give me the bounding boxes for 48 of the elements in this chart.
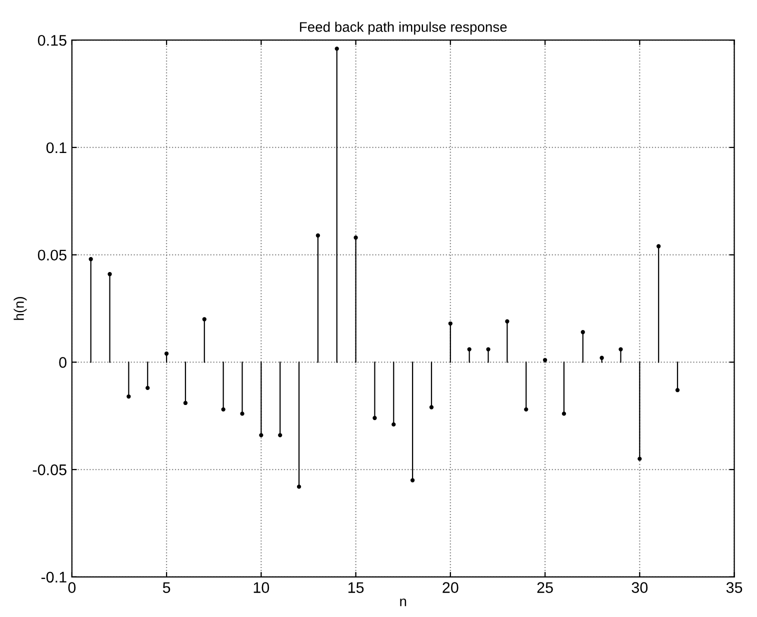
point <box>562 412 566 416</box>
point <box>429 405 434 410</box>
point <box>638 456 642 461</box>
x-tick-label: 10 <box>254 582 270 593</box>
x-tick-label: 15 <box>348 582 364 593</box>
point <box>410 478 415 482</box>
x-tick-label: 35 <box>726 582 742 593</box>
point <box>108 272 112 276</box>
point <box>88 257 93 262</box>
point <box>505 319 510 324</box>
point <box>675 388 680 392</box>
point <box>392 422 396 427</box>
point <box>316 233 320 238</box>
point <box>164 352 169 356</box>
point <box>467 347 472 352</box>
point <box>372 416 377 420</box>
point <box>486 347 490 352</box>
point <box>183 400 188 406</box>
chart-title: Feed back path impulse response <box>300 22 507 35</box>
point <box>221 407 226 412</box>
x-tick-label: 20 <box>442 582 458 593</box>
x-axis-title: n <box>400 598 406 606</box>
x-tick-label: 5 <box>162 582 170 593</box>
point <box>146 386 150 390</box>
point <box>656 244 661 248</box>
point <box>240 412 244 416</box>
x-tick-label: 0 <box>68 582 76 593</box>
point <box>448 321 452 326</box>
point <box>278 433 282 438</box>
point <box>334 46 339 51</box>
point <box>296 484 302 489</box>
point <box>354 236 358 240</box>
y-tick-label: -0.05 <box>32 464 66 476</box>
y-tick-label: 0.05 <box>38 250 66 261</box>
point <box>126 394 131 399</box>
y-tick-label: -0.1 <box>41 572 66 583</box>
point <box>618 347 623 352</box>
point <box>202 317 206 322</box>
point <box>580 330 585 334</box>
x-tick-label: 25 <box>537 582 553 593</box>
y-tick-label: 0 <box>59 357 66 368</box>
y-tick-label: 0.1 <box>46 142 66 154</box>
point <box>600 356 604 360</box>
x-tick-label: 30 <box>632 582 648 593</box>
point <box>259 433 264 438</box>
y-tick-label: 0.15 <box>38 34 66 46</box>
y-axis-title: h(n) <box>14 297 27 320</box>
point <box>524 407 528 412</box>
